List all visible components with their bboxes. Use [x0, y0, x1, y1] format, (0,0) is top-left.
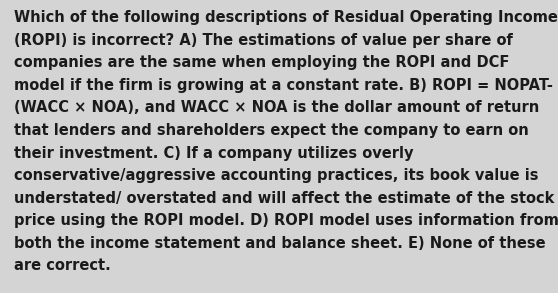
Text: Which of the following descriptions of Residual Operating Income: Which of the following descriptions of R…	[14, 10, 558, 25]
Text: that lenders and shareholders expect the company to earn on: that lenders and shareholders expect the…	[14, 123, 528, 138]
Text: companies are the same when employing the ROPI and DCF: companies are the same when employing th…	[14, 55, 509, 70]
Text: are correct.: are correct.	[14, 258, 110, 273]
Text: (ROPI) is incorrect? A) The estimations of value per share of: (ROPI) is incorrect? A) The estimations …	[14, 33, 513, 48]
Text: model if the firm is growing at a constant rate. B) ROPI = NOPAT-: model if the firm is growing at a consta…	[14, 78, 553, 93]
Text: their investment. C) If a company utilizes overly: their investment. C) If a company utiliz…	[14, 146, 413, 161]
Text: (WACC × NOA), and WACC × NOA is the dollar amount of return: (WACC × NOA), and WACC × NOA is the doll…	[14, 100, 539, 115]
Text: both the income statement and balance sheet. E) None of these: both the income statement and balance sh…	[14, 236, 546, 251]
Text: conservative/aggressive accounting practices, its book value is: conservative/aggressive accounting pract…	[14, 168, 538, 183]
Text: price using the ROPI model. D) ROPI model uses information from: price using the ROPI model. D) ROPI mode…	[14, 213, 558, 228]
Text: understated/ overstated and will affect the estimate of the stock: understated/ overstated and will affect …	[14, 191, 554, 206]
